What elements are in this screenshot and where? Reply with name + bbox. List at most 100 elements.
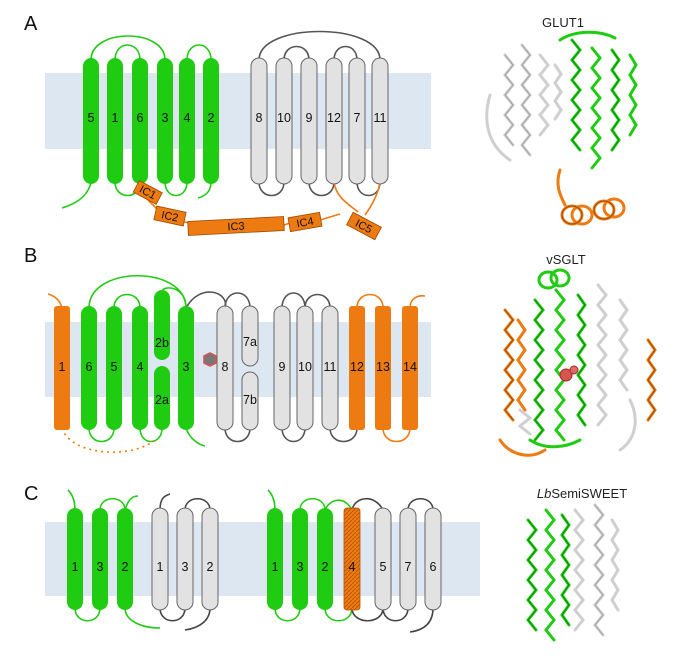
helix-label: 6 — [137, 111, 144, 125]
loops-green-b — [88, 274, 206, 447]
ligand-icon — [203, 352, 217, 367]
helix-b-12 — [349, 306, 365, 430]
panel-letter-c: C — [24, 483, 38, 505]
helix-label: 9 — [279, 360, 286, 374]
ic-helix-3 — [187, 216, 285, 236]
helix-label: 5 — [380, 560, 387, 574]
helix-label: 5 — [88, 111, 95, 125]
helix-label: 4 — [184, 111, 191, 125]
structure-title-glut1: GLUT1 — [542, 15, 584, 30]
helix-label: 1 — [112, 111, 119, 125]
membrane-band-b — [45, 322, 431, 397]
helix-c-r7 — [399, 507, 417, 611]
helix-label: 6 — [430, 560, 437, 574]
helix-b-9 — [273, 305, 291, 431]
helix-label: 2 — [122, 560, 129, 574]
helix-label: 4 — [349, 560, 356, 574]
helix-label: 7a — [243, 335, 257, 349]
helix-label: 3 — [183, 360, 190, 374]
structure-image-semisweet — [526, 503, 620, 642]
helix-b-1 — [54, 306, 70, 430]
helix-label: 1 — [157, 560, 164, 574]
helix-label: 5 — [111, 360, 118, 374]
helix-label: 6 — [86, 360, 93, 374]
helix-label: 10 — [277, 111, 291, 125]
helix-b-7a — [241, 305, 259, 367]
helix-a-3 — [157, 58, 173, 184]
loops-gray-a — [258, 30, 381, 197]
structure-image-glut1 — [485, 30, 638, 226]
helix-b-10 — [296, 305, 314, 431]
helix-label: 8 — [222, 360, 229, 374]
helix-a-11 — [371, 57, 389, 185]
helix-a-10 — [275, 57, 293, 185]
ic-helix-5 — [346, 211, 382, 241]
helix-label: 3 — [97, 560, 104, 574]
loops-c-right — [267, 489, 434, 633]
helix-a-8 — [250, 57, 268, 185]
loops-gray-b — [185, 291, 358, 443]
helix-label: 3 — [297, 560, 304, 574]
helix-label: 2 — [207, 560, 214, 574]
helix-b-14 — [402, 306, 418, 430]
helix-c-r2 — [317, 508, 333, 610]
loops-orange-a — [333, 181, 381, 216]
helix-label: 4 — [137, 360, 144, 374]
helix-label: 12 — [327, 111, 341, 125]
helix-label: 10 — [298, 360, 312, 374]
helix-label: 11 — [374, 111, 387, 125]
helix-b-7b — [241, 371, 259, 431]
helix-label: 1 — [59, 360, 66, 374]
panel-letter-b: B — [24, 245, 37, 267]
helix-label: 9 — [306, 111, 313, 125]
structure-title-italic: Lb — [537, 486, 551, 501]
helix-label: 2a — [155, 393, 169, 407]
helix-b-13 — [375, 306, 391, 430]
helix-label: 2 — [322, 560, 329, 574]
panel-b: B — [24, 245, 657, 457]
helix-b-3 — [178, 306, 194, 430]
structure-image-vsglt — [498, 268, 657, 457]
ic-label: IC4 — [296, 216, 315, 231]
helix-a-7 — [348, 57, 366, 185]
helix-label: 2 — [208, 111, 215, 125]
helix-label: 8 — [256, 111, 263, 125]
helix-b-11 — [321, 305, 339, 431]
helix-label: 7 — [405, 560, 412, 574]
ic-label: IC2 — [160, 209, 179, 224]
helix-label: 7b — [243, 393, 257, 407]
helix-label: 7 — [354, 111, 361, 125]
helix-label: 11 — [324, 360, 337, 374]
helix-label: 2b — [155, 336, 169, 350]
panel-c: C 1 3 2 1 3 2 — [24, 483, 627, 642]
helix-c-l1b — [151, 507, 169, 611]
intracellular-helices — [132, 180, 382, 241]
helix-a-5 — [83, 58, 99, 184]
helix-a-12 — [325, 57, 343, 185]
structure-title-main: SemiSWEET — [551, 486, 627, 501]
helix-label: 3 — [182, 560, 189, 574]
helix-label: 13 — [376, 360, 390, 374]
helix-c-r5 — [374, 507, 392, 611]
helix-c-r3 — [292, 508, 308, 610]
loops-green-a — [61, 35, 212, 209]
helix-b-5 — [106, 306, 122, 430]
helix-c-l3b — [176, 507, 194, 611]
helix-label: 1 — [72, 560, 79, 574]
helix-a-1 — [107, 58, 123, 184]
helix-a-4 — [179, 58, 195, 184]
helix-c-r1 — [267, 508, 283, 610]
ic-helix-2 — [153, 205, 187, 227]
helix-b-2b — [154, 290, 170, 360]
helix-label: 12 — [350, 360, 364, 374]
structure-title-vsglt: vSGLT — [546, 252, 586, 267]
helix-b-4 — [132, 306, 148, 430]
ic-helix-4 — [287, 211, 323, 233]
loops-c-left — [67, 489, 211, 631]
panel-letter-a: A — [24, 13, 38, 35]
helix-c-l3 — [92, 508, 108, 610]
helix-b-6 — [81, 306, 97, 430]
helix-a-9 — [300, 57, 318, 185]
ic-label: IC3 — [227, 221, 245, 234]
